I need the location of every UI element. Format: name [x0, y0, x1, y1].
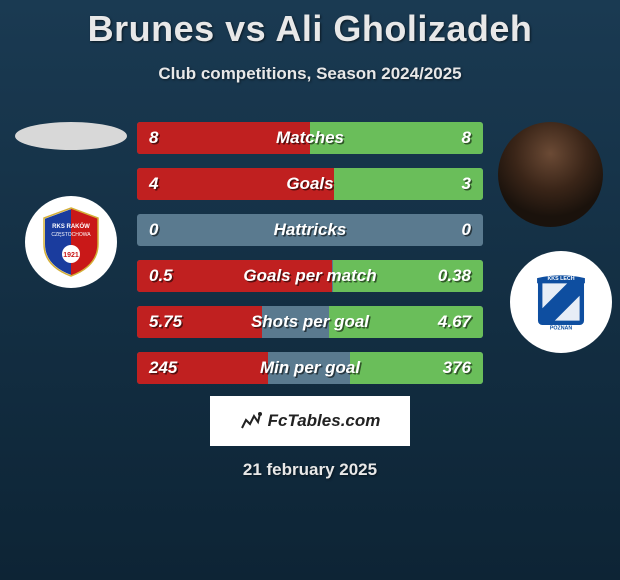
svg-text:RKS RAKÓW: RKS RAKÓW: [52, 222, 90, 230]
stat-value-right: 4.67: [438, 312, 471, 332]
player-right-photo: [498, 122, 603, 227]
stat-value-left: 0: [149, 220, 158, 240]
stat-row: 5.75 Shots per goal 4.67: [137, 306, 483, 338]
fctables-logo-icon: [240, 410, 262, 432]
stat-row: 8 Matches 8: [137, 122, 483, 154]
stat-value-right: 0.38: [438, 266, 471, 286]
stat-value-right: 3: [462, 174, 471, 194]
stat-value-left: 5.75: [149, 312, 182, 332]
player-left-photo: [15, 122, 127, 150]
stat-label: Goals per match: [243, 266, 376, 286]
stat-label: Matches: [276, 128, 344, 148]
svg-text:CZĘSTOCHOWA: CZĘSTOCHOWA: [51, 232, 91, 238]
svg-text:POZNAŃ: POZNAŃ: [550, 323, 573, 331]
stat-value-right: 0: [462, 220, 471, 240]
stat-label: Min per goal: [260, 358, 360, 378]
branding-box: FcTables.com: [210, 396, 410, 446]
stat-row: 245 Min per goal 376: [137, 352, 483, 384]
stat-value-left: 4: [149, 174, 158, 194]
stat-value-left: 0.5: [149, 266, 173, 286]
player-right-column: KKS LECH POZNAŃ: [480, 122, 620, 353]
stat-label: Hattricks: [274, 220, 347, 240]
page-title: Brunes vs Ali Gholizadeh: [0, 0, 620, 50]
subtitle: Club competitions, Season 2024/2025: [0, 64, 620, 84]
player-left-club-badge: RKS RAKÓW CZĘSTOCHOWA 1921: [25, 196, 117, 288]
stat-value-right: 376: [443, 358, 471, 378]
stat-row: 4 Goals 3: [137, 168, 483, 200]
stat-row: 0.5 Goals per match 0.38: [137, 260, 483, 292]
lech-crest-icon: KKS LECH POZNAŃ: [530, 266, 592, 338]
player-right-club-badge: KKS LECH POZNAŃ: [510, 251, 612, 353]
rakow-crest-icon: RKS RAKÓW CZĘSTOCHOWA 1921: [40, 206, 102, 278]
stat-label: Goals: [286, 174, 333, 194]
stat-label: Shots per goal: [251, 312, 369, 332]
stats-comparison: 8 Matches 8 4 Goals 3 0 Hattricks 0 0.5 Goals per …: [137, 122, 483, 398]
date-label: 21 february 2025: [0, 460, 620, 480]
stat-value-left: 245: [149, 358, 177, 378]
stat-row: 0 Hattricks 0: [137, 214, 483, 246]
svg-text:KKS LECH: KKS LECH: [547, 276, 574, 282]
branding-text: FcTables.com: [268, 411, 381, 431]
footer-area: FcTables.com 21 february 2025: [0, 392, 620, 480]
player-left-column: RKS RAKÓW CZĘSTOCHOWA 1921: [8, 122, 133, 288]
stat-value-right: 8: [462, 128, 471, 148]
svg-text:1921: 1921: [63, 252, 79, 259]
stat-value-left: 8: [149, 128, 158, 148]
